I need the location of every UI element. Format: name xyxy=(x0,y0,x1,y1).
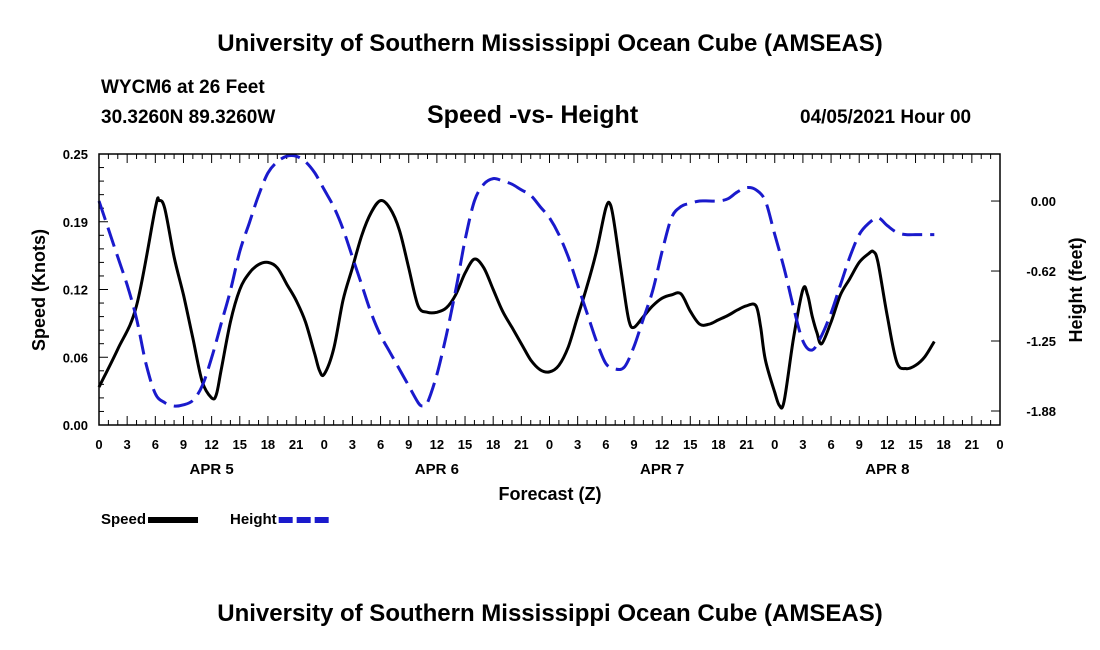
x-tick-label: 15 xyxy=(458,437,472,452)
chart-subtitle: Speed -vs- Height xyxy=(427,101,639,129)
x-tick-label: 6 xyxy=(377,437,384,452)
x-tick-label: 3 xyxy=(799,437,806,452)
x-tick-label: 6 xyxy=(152,437,159,452)
y-tick-label-left: 0.00 xyxy=(63,418,88,433)
x-tick-label: 0 xyxy=(996,437,1003,452)
y-axis-label-right: Height (feet) xyxy=(1066,238,1086,343)
x-tick-label: 21 xyxy=(739,437,753,452)
x-tick-label: 0 xyxy=(95,437,102,452)
series-line-speed xyxy=(97,196,936,410)
axis-labels: 0 3 6 9 12 15 18 21 0 3 6 9 12 15 18 21 0 3 6 9 12 15 18 21 0 3 6 9… xyxy=(63,147,1056,478)
y-tick-label-left: 0.25 xyxy=(63,147,88,162)
day-label: APR 5 xyxy=(190,461,234,478)
y-axis-label: Speed (Knots) xyxy=(29,229,49,351)
x-tick-label: 3 xyxy=(349,437,356,452)
x-tick-label: 15 xyxy=(908,437,922,452)
station-label: WYCM6 at 26 Feet xyxy=(101,77,265,98)
x-tick-label: 9 xyxy=(856,437,863,452)
x-tick-label: 12 xyxy=(430,437,444,452)
x-tick-label: 6 xyxy=(827,437,834,452)
station-coordinates: 30.3260N 89.3260W xyxy=(101,107,276,128)
x-tick-label: 12 xyxy=(204,437,218,452)
x-tick-label: 18 xyxy=(936,437,950,452)
x-tick-label: 15 xyxy=(233,437,247,452)
y-tick-label-left: 0.19 xyxy=(63,215,88,230)
x-tick-label: 18 xyxy=(711,437,725,452)
y-tick-label-right: -0.62 xyxy=(1026,264,1056,279)
x-tick-label: 18 xyxy=(261,437,275,452)
x-tick-label: 18 xyxy=(486,437,500,452)
legend: Speed Height xyxy=(101,511,329,528)
x-axis-label: Forecast (Z) xyxy=(498,484,601,504)
x-tick-label: 0 xyxy=(321,437,328,452)
day-label: APR 7 xyxy=(640,461,684,478)
chart-title: University of Southern Mississippi Ocean… xyxy=(217,30,883,57)
plot-frame xyxy=(98,153,1001,426)
series-line-height xyxy=(97,154,935,408)
x-tick-label: 9 xyxy=(180,437,187,452)
tick-marks xyxy=(98,153,1001,426)
x-tick-label: 3 xyxy=(574,437,581,452)
y-tick-label-right: -1.25 xyxy=(1026,334,1056,349)
legend-label-height: Height xyxy=(230,511,277,528)
y-tick-label-right: -1.88 xyxy=(1026,404,1056,419)
y-tick-label-left: 0.06 xyxy=(63,350,88,365)
x-tick-label: 0 xyxy=(771,437,778,452)
footer-title: University of Southern Mississippi Ocean… xyxy=(217,600,883,627)
x-tick-label: 0 xyxy=(546,437,553,452)
x-tick-label: 21 xyxy=(289,437,303,452)
x-tick-label: 21 xyxy=(965,437,979,452)
y-tick-label-left: 0.12 xyxy=(63,283,88,298)
legend-label-speed: Speed xyxy=(101,511,146,528)
x-tick-label: 3 xyxy=(124,437,131,452)
x-tick-label: 12 xyxy=(880,437,894,452)
x-tick-label: 6 xyxy=(602,437,609,452)
series-lines xyxy=(97,154,936,410)
forecast-datetime: 04/05/2021 Hour 00 xyxy=(800,107,972,128)
x-tick-label: 9 xyxy=(630,437,637,452)
y-tick-label-right: 0.00 xyxy=(1031,194,1056,209)
x-tick-label: 12 xyxy=(655,437,669,452)
day-label: APR 8 xyxy=(865,461,909,478)
x-tick-label: 21 xyxy=(514,437,528,452)
x-tick-label: 9 xyxy=(405,437,412,452)
x-tick-label: 15 xyxy=(683,437,697,452)
day-label: APR 6 xyxy=(415,461,459,478)
